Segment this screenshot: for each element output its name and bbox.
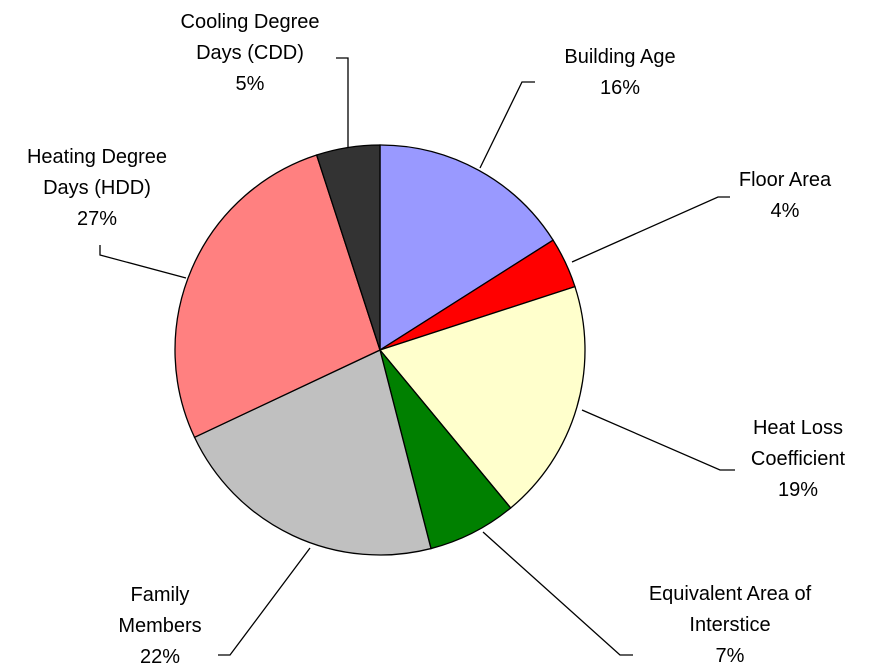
- slice-label: Equivalent Area of Interstice 7%: [648, 579, 813, 666]
- leader-line: [571, 196, 730, 263]
- value-label: 4%: [770, 200, 800, 222]
- value-label: 27%: [76, 208, 118, 230]
- slice-label: Family Members 22%: [105, 580, 215, 666]
- value-label: 7%: [715, 645, 745, 666]
- category-name: Equivalent Area of Interstice: [648, 583, 812, 636]
- pie-slice: [193, 349, 432, 556]
- leader-line: [479, 81, 535, 169]
- value-label: 22%: [139, 646, 181, 666]
- leader-line: [581, 409, 735, 471]
- category-name: Cooling Degree Days (CDD): [180, 11, 320, 64]
- category-name: Family Members: [118, 584, 202, 637]
- value-label: 19%: [777, 479, 819, 501]
- category-name: Heating Degree Days (HDD): [26, 146, 168, 199]
- slice-label: Heat Loss Coefficient 19%: [743, 413, 853, 506]
- category-name: Heat Loss Coefficient: [750, 417, 846, 470]
- slice-label: Cooling Degree Days (CDD) 5%: [160, 7, 340, 100]
- leader-line: [336, 57, 349, 148]
- category-name: Building Age: [564, 46, 676, 68]
- slice-label: Floor Area 4%: [685, 165, 877, 227]
- leader-line: [482, 531, 633, 656]
- pie-slice: [378, 285, 586, 509]
- leader-line: [99, 245, 187, 279]
- value-label: 5%: [235, 73, 265, 95]
- pie-slice: [379, 144, 554, 352]
- pie-slice: [174, 154, 381, 439]
- category-name: Floor Area: [738, 169, 832, 191]
- leader-line: [218, 547, 311, 656]
- slice-label: Heating Degree Days (HDD) 27%: [7, 142, 187, 235]
- slice-label: Building Age 16%: [520, 42, 720, 104]
- slices: [174, 144, 586, 556]
- value-label: 16%: [599, 77, 641, 99]
